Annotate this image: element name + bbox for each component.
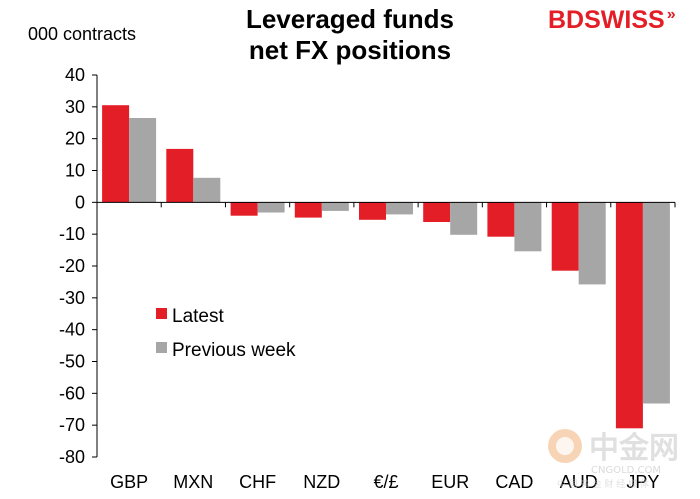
x-tick-label: CAD xyxy=(495,472,533,492)
x-tick-label: NZD xyxy=(303,472,340,492)
x-tick-label: GBP xyxy=(110,472,148,492)
bar-previous-7 xyxy=(578,202,606,285)
y-tick-label: 0 xyxy=(75,192,85,212)
y-tick-label: -20 xyxy=(59,256,85,276)
bar-previous-8 xyxy=(642,202,670,404)
y-tick-label: 40 xyxy=(65,65,85,85)
bar-latest-2 xyxy=(230,202,258,216)
bar-previous-6 xyxy=(514,202,542,252)
legend-swatch-latest xyxy=(156,308,167,319)
y-axis-units-label: 000 contracts xyxy=(28,24,137,44)
bar-latest-6 xyxy=(487,202,515,237)
cngold-watermark: 中金网 CNGOLD.COM 中 国 黄 金 财 经 媒 体 xyxy=(548,429,679,490)
legend-swatch-previous xyxy=(156,342,167,353)
bar-latest-7 xyxy=(551,202,579,271)
y-tick-label: -60 xyxy=(59,383,85,403)
x-tick-label: €/£ xyxy=(373,472,398,492)
bar-latest-5 xyxy=(423,202,451,222)
bar-previous-3 xyxy=(321,202,349,211)
watermark-domain: CNGOLD.COM xyxy=(591,465,661,476)
bar-previous-5 xyxy=(450,202,478,235)
bar-previous-2 xyxy=(257,202,285,213)
watermark-cn-name: 中金网 xyxy=(589,431,679,466)
x-tick-label: AUD xyxy=(560,472,598,492)
y-tick-label: -50 xyxy=(59,352,85,372)
bar-latest-3 xyxy=(294,202,322,218)
bar-latest-1 xyxy=(166,148,194,203)
y-tick-label: 10 xyxy=(65,161,85,181)
legend-label-latest: Latest xyxy=(172,306,224,327)
y-tick-label: -10 xyxy=(59,224,85,244)
logo-part-swiss: SWISS xyxy=(584,6,665,34)
y-tick-label: 20 xyxy=(65,129,85,149)
x-tick-label: EUR xyxy=(431,472,469,492)
y-tick-label: -80 xyxy=(59,447,85,467)
watermark-flame-icon xyxy=(548,429,582,463)
bar-previous-0 xyxy=(129,118,157,203)
chart-title-line-2: net FX positions xyxy=(248,35,452,65)
watermark-tagline: 中 国 黄 金 财 经 媒 体 xyxy=(557,478,649,490)
x-tick-label: CHF xyxy=(239,472,276,492)
legend-label-previous: Previous week xyxy=(172,340,296,361)
x-tick-label: MXN xyxy=(173,472,213,492)
y-tick-label: -40 xyxy=(59,320,85,340)
bar-previous-1 xyxy=(193,177,221,203)
bar-latest-4 xyxy=(359,202,386,220)
bdswiss-logo: BDSWISS» xyxy=(548,6,676,35)
bar-previous-4 xyxy=(386,202,413,215)
chart-title-line-1: Leveraged funds xyxy=(245,4,455,34)
y-tick-label: 30 xyxy=(65,97,85,117)
logo-chevron-icon: » xyxy=(666,6,676,23)
logo-part-bd: BD xyxy=(548,6,585,34)
y-tick-label: -30 xyxy=(59,288,85,308)
y-tick-label: -70 xyxy=(59,415,85,435)
bar-latest-0 xyxy=(102,105,130,203)
x-tick-label: JPY xyxy=(626,472,659,492)
chart-title: Leveraged funds net FX positions xyxy=(200,4,500,66)
bar-latest-8 xyxy=(615,202,643,429)
